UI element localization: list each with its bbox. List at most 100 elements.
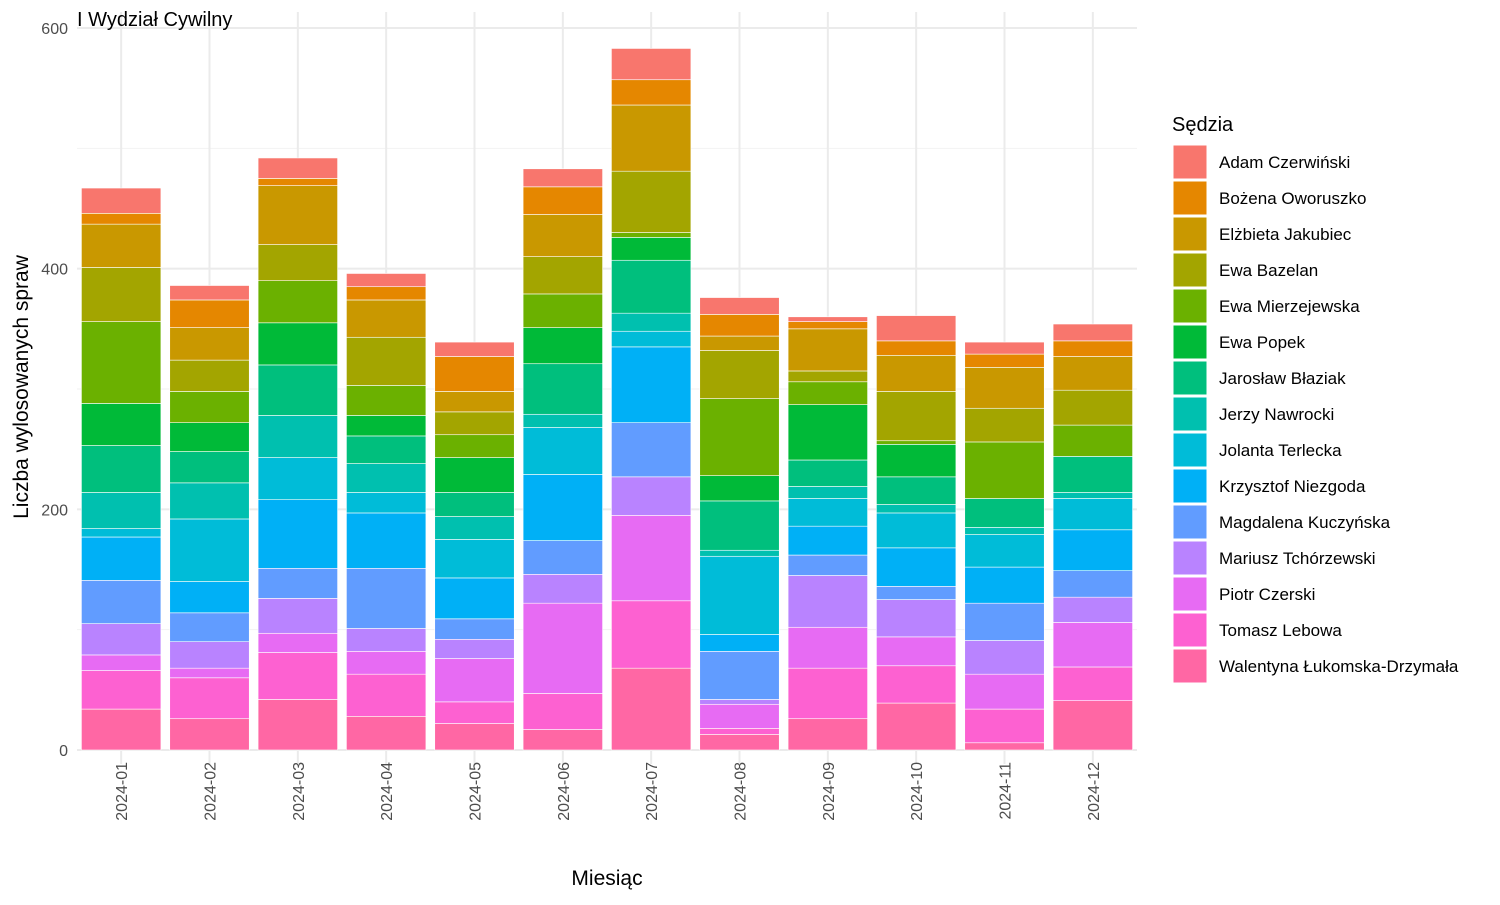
bar-segment: [434, 457, 515, 493]
bar-segment: [876, 599, 957, 638]
bar-segment: [964, 527, 1045, 535]
bar-segment: [611, 312, 692, 332]
x-tick-label: 2024-09: [821, 762, 838, 821]
x-axis-title: Miesiąc: [571, 867, 642, 890]
bar-segment: [964, 673, 1045, 710]
bar-segment: [611, 232, 692, 238]
bar-segment: [434, 516, 515, 540]
bar-segment: [522, 729, 603, 751]
legend-label: Ewa Mierzejewska: [1219, 297, 1360, 316]
bar-segment: [611, 104, 692, 172]
legend-swatch: [1172, 180, 1208, 216]
bar-segment: [699, 398, 780, 476]
legend-swatch: [1172, 288, 1208, 324]
bar-segment: [611, 515, 692, 602]
bar-segment: [434, 411, 515, 436]
legend-item: Adam Czerwiński: [1172, 144, 1350, 180]
legend-swatch: [1172, 432, 1208, 468]
legend-swatch: [1172, 504, 1208, 540]
bar-segment: [169, 482, 250, 520]
legend-item: Bożena Oworuszko: [1172, 180, 1366, 216]
legend-swatch: [1172, 144, 1208, 180]
bar-segment: [346, 273, 427, 288]
bar-segment: [1052, 570, 1133, 598]
bar-segment: [787, 626, 868, 669]
bar-segment: [434, 356, 515, 392]
legend-item: Piotr Czerski: [1172, 576, 1315, 612]
legend-item: Ewa Bazelan: [1172, 252, 1318, 288]
bar-segment: [699, 634, 780, 652]
bar-segment: [257, 567, 338, 599]
x-tick-label: 2024-06: [556, 762, 573, 821]
x-tick-label: 2024-10: [909, 762, 926, 821]
legend-item: Krzysztof Niezgoda: [1172, 468, 1366, 504]
bar-segment: [169, 581, 250, 614]
bar-segment: [787, 321, 868, 330]
legend-label: Walentyna Łukomska-Drzymała: [1219, 657, 1459, 676]
bar-segment: [876, 512, 957, 549]
bar-segment: [522, 602, 603, 694]
bar-segment: [964, 341, 1045, 355]
bar-segment: [346, 286, 427, 301]
bar-segment: [169, 359, 250, 392]
bar-segment: [257, 699, 338, 751]
bar-segment: [522, 540, 603, 575]
legend-label: Magdalena Kuczyńska: [1219, 513, 1391, 532]
legend-label: Adam Czerwiński: [1219, 153, 1350, 172]
bar-segment: [787, 328, 868, 372]
bar-segment: [787, 667, 868, 720]
bar-segment: [257, 157, 338, 179]
bar-segment: [257, 652, 338, 700]
x-tick-label: 2024-11: [998, 762, 1015, 820]
bar-segment: [964, 367, 1045, 409]
legend-swatch: [1172, 216, 1208, 252]
bar-segment: [876, 504, 957, 514]
x-tick-label: 2024-03: [291, 762, 308, 821]
legend-label: Piotr Czerski: [1219, 585, 1315, 604]
bar-segment: [346, 673, 427, 717]
bar-segment: [1052, 622, 1133, 668]
bar-segment: [169, 667, 250, 679]
legend-item: Jarosław Błaziak: [1172, 360, 1346, 396]
bar-segment: [876, 315, 957, 342]
bar-segment: [257, 364, 338, 416]
x-tick-label: 2024-02: [203, 762, 220, 821]
bar-segment: [346, 336, 427, 386]
bar-segment: [434, 618, 515, 640]
bar-segment: [434, 434, 515, 458]
bar-segment: [964, 708, 1045, 744]
legend-swatch: [1172, 468, 1208, 504]
bar-segment: [787, 316, 868, 322]
bar-segment: [81, 580, 162, 624]
legend-swatch: [1172, 612, 1208, 648]
bar-segment: [81, 536, 162, 581]
legend-label: Ewa Popek: [1219, 333, 1305, 352]
bar-segment: [522, 427, 603, 475]
legend-label: Ewa Bazelan: [1219, 261, 1318, 280]
bar-segment: [1052, 700, 1133, 751]
bar-segment: [611, 667, 692, 751]
bar-segment: [434, 492, 515, 517]
chart-title: I Wydział Cywilny: [77, 9, 232, 31]
legend-swatch: [1172, 324, 1208, 360]
bar-segment: [169, 518, 250, 582]
bar-segment: [434, 723, 515, 751]
legend-swatch: [1172, 648, 1208, 684]
bar-segment: [787, 525, 868, 556]
bar-segment: [169, 391, 250, 423]
bar-segment: [169, 422, 250, 452]
x-tick-label: 2024-12: [1086, 762, 1103, 821]
legend-item: Mariusz Tchórzewski: [1172, 540, 1376, 576]
bar-segment: [876, 440, 957, 445]
bar-segment: [1052, 596, 1133, 623]
bar-segment: [699, 734, 780, 751]
bar-segment: [611, 422, 692, 478]
bar-segment: [1052, 529, 1133, 572]
bar-segment: [611, 79, 692, 106]
bar-segment: [434, 539, 515, 579]
bar-segment: [81, 708, 162, 751]
bar-segment: [699, 549, 780, 557]
legend-item: Ewa Popek: [1172, 324, 1305, 360]
y-tick-label: 0: [59, 743, 68, 760]
